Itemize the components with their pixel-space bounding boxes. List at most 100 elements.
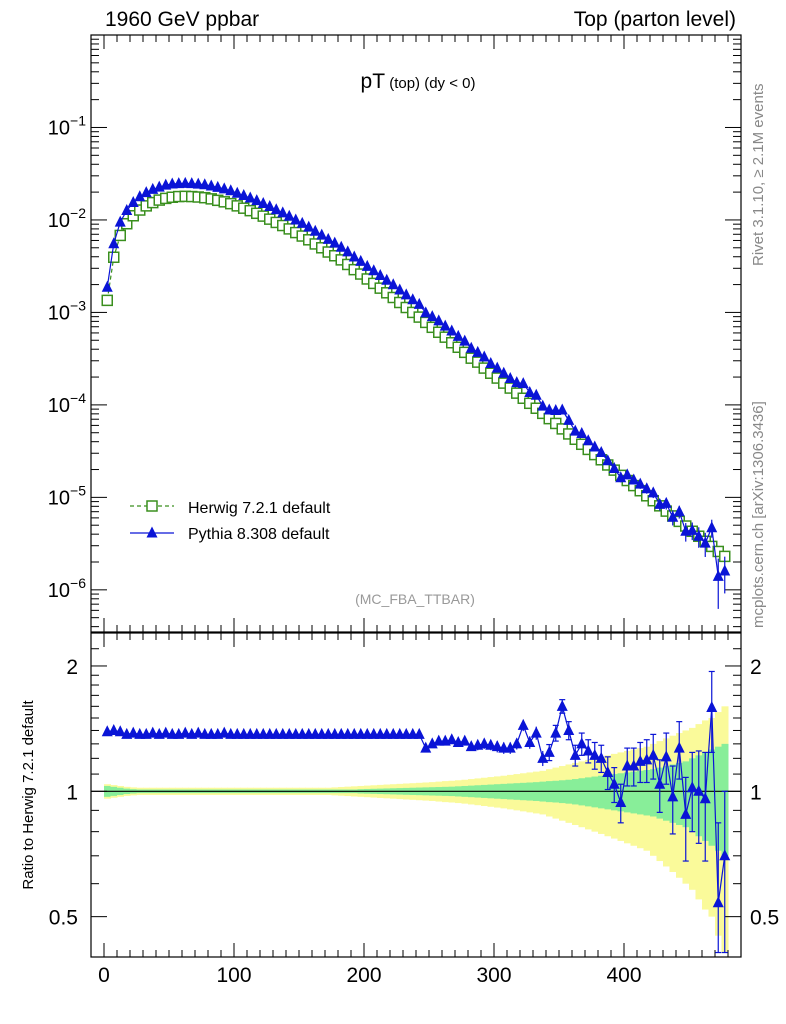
ratio-point: [660, 750, 672, 762]
pythia-point: [452, 329, 464, 341]
ratio-series: [101, 670, 731, 954]
ratio-point: [504, 741, 516, 753]
band-inner-bin: [708, 749, 716, 846]
pythia-point: [413, 297, 425, 309]
pythia-point: [394, 283, 406, 295]
band-inner-bin: [591, 776, 599, 808]
ratio-point: [641, 753, 653, 765]
ratio-point: [524, 735, 536, 747]
pythia-point: [374, 268, 386, 280]
band-inner-bin: [715, 746, 722, 851]
ratio-point: [517, 718, 529, 730]
ratio-y-tick-label-left: 0.5: [49, 907, 78, 930]
ratio-point: [192, 726, 204, 738]
pythia-point: [426, 310, 438, 322]
pythia-point: [563, 413, 575, 425]
pythia-point: [498, 366, 510, 378]
ratio-point: [686, 781, 698, 793]
pythia-point: [231, 186, 243, 198]
ratio-point: [218, 726, 230, 738]
ratio-point: [576, 737, 588, 749]
ratio-point: [673, 741, 685, 753]
pythia-point: [400, 288, 412, 300]
pythia-point: [589, 440, 601, 452]
pythia-point: [511, 376, 523, 388]
ratio-point: [114, 725, 126, 737]
ratio-point: [491, 740, 503, 752]
pythia-point: [283, 209, 295, 221]
pythia-point: [621, 468, 633, 480]
ratio-point: [712, 896, 724, 908]
pythia-point: [517, 377, 529, 389]
pythia-point: [329, 236, 341, 248]
x-tick-label: 0: [98, 964, 110, 987]
pythia-point: [121, 203, 133, 215]
pythia-point: [114, 215, 126, 227]
ratio-point: [426, 737, 438, 749]
pythia-point: [134, 190, 146, 202]
pythia-point: [582, 434, 594, 446]
ratio-point: [602, 765, 614, 777]
pythia-point: [387, 278, 399, 290]
y-tick-label: 10−6: [48, 575, 86, 602]
pythia-point: [270, 203, 282, 215]
pythia-point: [693, 529, 705, 541]
pythia-point: [537, 399, 549, 411]
pythia-point: [485, 357, 497, 369]
pythia-point: [524, 386, 536, 398]
pythia-point: [641, 482, 653, 494]
pythia-point: [251, 194, 263, 206]
pythia-point: [316, 228, 328, 240]
pythia-point: [199, 178, 211, 190]
pythia-point: [433, 314, 445, 326]
ratio-point: [147, 726, 159, 738]
ratio-point: [647, 748, 659, 760]
pythia-point: [342, 245, 354, 257]
pythia-point: [309, 224, 321, 236]
ratio-point: [615, 795, 627, 807]
pythia-point: [459, 334, 471, 346]
ratio-point: [537, 751, 549, 763]
ratio-point: [179, 726, 191, 738]
pythia-point: [530, 388, 542, 400]
main-y-ticks: [91, 34, 741, 628]
band-inner-bin: [643, 770, 651, 816]
pythia-point: [381, 273, 393, 285]
band-inner-bin: [598, 775, 605, 809]
ratio-y-tick-label-right: 2: [750, 656, 762, 679]
pythia-point: [368, 264, 380, 276]
pythia-point: [478, 350, 490, 362]
pythia-point: [673, 505, 685, 517]
legend-herwig-label: Herwig 7.2.1 default: [188, 500, 331, 517]
ratio-point: [699, 792, 711, 804]
pythia-point: [244, 191, 256, 203]
x-tick-label: 400: [606, 964, 641, 987]
ratio-point: [485, 738, 497, 750]
band-inner-bin: [663, 766, 670, 821]
pythia-point: [472, 345, 484, 357]
ratio-point: [719, 849, 731, 861]
band-inner-bin: [637, 770, 644, 815]
ratio-point: [550, 726, 562, 738]
ratio-y-tick-label-left: 2: [66, 656, 78, 679]
y-tick-label: 10−2: [48, 205, 86, 232]
pythia-point: [212, 180, 224, 192]
pythia-point: [225, 184, 237, 196]
pythia-point: [667, 510, 679, 522]
pythia-point: [205, 179, 217, 191]
herwig-point: [472, 356, 484, 368]
ratio-bands: [104, 706, 729, 953]
x-tick-label: 300: [476, 964, 511, 987]
band-inner-bin: [676, 762, 683, 826]
ratio-point: [582, 744, 594, 756]
ratio-point: [459, 734, 471, 746]
ratio-point: [706, 700, 718, 712]
pythia-point: [465, 341, 477, 353]
pythia-point: [277, 206, 289, 218]
pythia-point: [407, 293, 419, 305]
pythia-series: [101, 176, 731, 609]
pythia-point: [127, 196, 139, 208]
herwig-point: [108, 251, 120, 264]
pythia-point: [706, 521, 718, 533]
